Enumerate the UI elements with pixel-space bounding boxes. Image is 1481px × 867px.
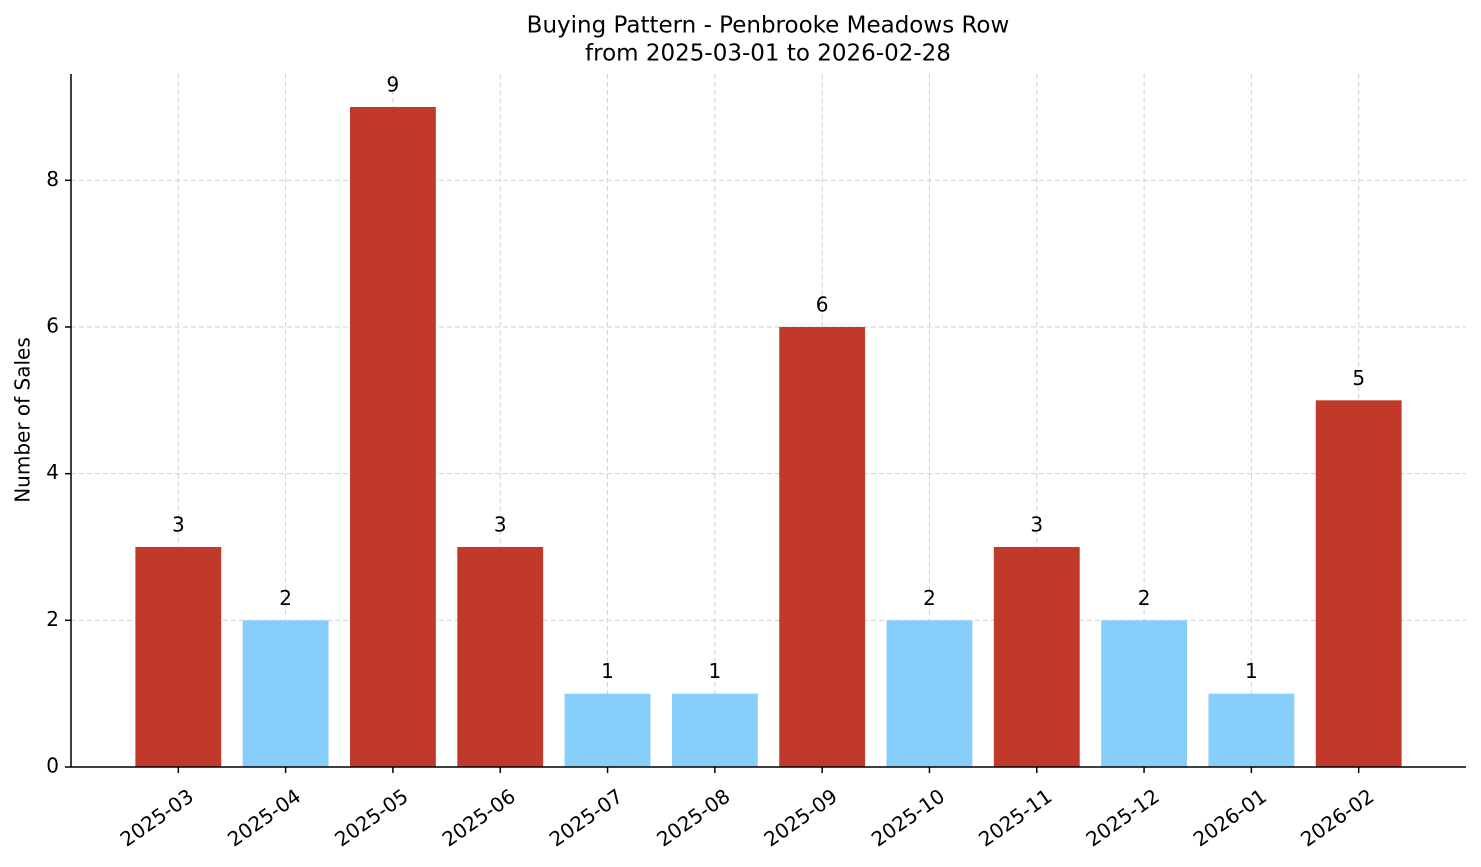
data-label: 2 bbox=[279, 586, 292, 610]
y-tick-label: 0 bbox=[46, 754, 59, 778]
data-label: 2 bbox=[1138, 586, 1151, 610]
bar bbox=[242, 620, 329, 767]
x-tick-label: 2025-09 bbox=[760, 784, 842, 852]
x-tick-label: 2025-05 bbox=[330, 784, 412, 852]
x-tick-label: 2025-12 bbox=[1081, 784, 1163, 852]
data-label: 3 bbox=[1030, 513, 1043, 537]
bar bbox=[564, 693, 651, 767]
x-tick-label: 2025-06 bbox=[438, 784, 520, 852]
bar bbox=[350, 107, 436, 767]
data-label: 9 bbox=[387, 73, 400, 97]
bar bbox=[1101, 620, 1187, 767]
x-tick-label: 2026-02 bbox=[1296, 784, 1378, 852]
bar bbox=[671, 693, 758, 767]
y-tick-label: 6 bbox=[46, 314, 59, 338]
bar bbox=[1208, 693, 1295, 767]
x-tick-label: 2025-07 bbox=[545, 784, 627, 852]
data-label: 1 bbox=[708, 659, 721, 683]
data-label: 3 bbox=[172, 513, 185, 537]
data-label: 6 bbox=[816, 293, 829, 317]
x-tick-label: 2025-11 bbox=[974, 784, 1056, 852]
data-label: 2 bbox=[923, 586, 936, 610]
bar bbox=[457, 547, 544, 767]
x-tick-label: 2026-01 bbox=[1189, 784, 1271, 852]
bar bbox=[993, 547, 1080, 767]
x-tick-label: 2025-08 bbox=[652, 784, 734, 852]
data-label: 1 bbox=[601, 659, 614, 683]
chart-title: Buying Pattern - Penbrooke Meadows Row bbox=[527, 13, 1010, 39]
data-label: 5 bbox=[1352, 366, 1365, 390]
bar bbox=[779, 327, 866, 767]
chart-subtitle: from 2025-03-01 to 2026-02-28 bbox=[585, 41, 951, 67]
x-tick-label: 2025-10 bbox=[867, 784, 949, 852]
y-tick-label: 2 bbox=[46, 607, 59, 631]
y-tick-label: 8 bbox=[46, 167, 59, 191]
bar bbox=[1315, 400, 1402, 767]
y-tick-label: 4 bbox=[46, 460, 59, 484]
data-label: 1 bbox=[1245, 659, 1258, 683]
x-tick-label: 2025-03 bbox=[116, 784, 198, 852]
bar bbox=[135, 547, 222, 767]
y-axis-label: Number of Sales bbox=[11, 337, 35, 503]
x-tick-label: 2025-04 bbox=[223, 784, 305, 852]
data-label: 3 bbox=[494, 513, 507, 537]
bar bbox=[886, 620, 973, 767]
